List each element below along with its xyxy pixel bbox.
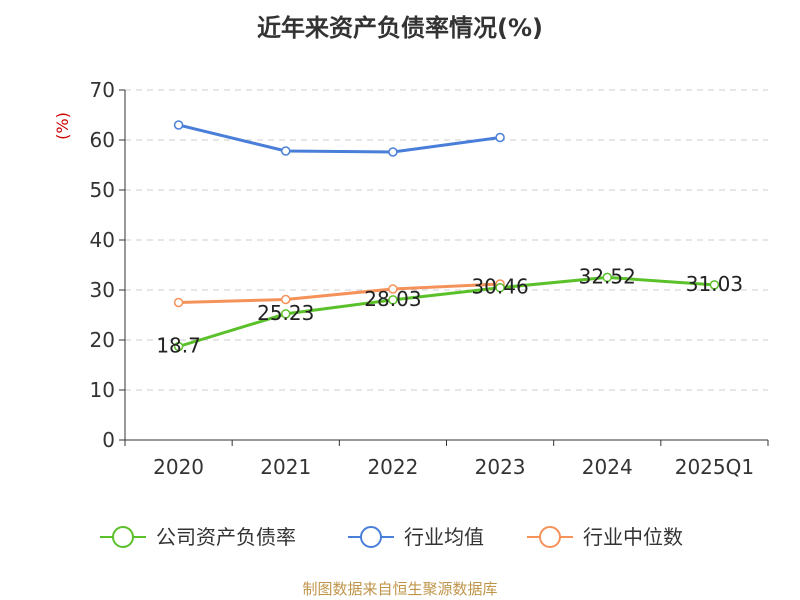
x-tick-label: 2022 — [367, 455, 418, 479]
legend-label: 行业均值 — [404, 525, 484, 549]
data-point — [388, 284, 398, 294]
x-tick-label: 2025Q1 — [675, 455, 754, 479]
data-label: 25.23 — [257, 301, 314, 325]
x-tick-label: 2024 — [582, 455, 633, 479]
legend: 公司资产负债率 行业均值 行业中位数 — [100, 525, 683, 549]
y-tick-label: 40 — [90, 228, 115, 252]
legend-item: 公司资产负债率 — [100, 525, 296, 549]
series-line — [178, 282, 501, 304]
data-label: 31.03 — [686, 272, 743, 296]
data-point — [173, 120, 184, 130]
data-point — [281, 309, 291, 319]
series-0 — [173, 272, 720, 352]
data-point — [495, 282, 505, 293]
data-point — [173, 341, 184, 352]
y-tick-label: 0 — [102, 428, 115, 452]
legend-item: 行业均值 — [348, 525, 484, 549]
y-tick-label: 70 — [90, 78, 115, 102]
y-tick-label: 20 — [90, 328, 115, 352]
y-tick-label: 50 — [90, 178, 115, 202]
grid-lines — [125, 89, 768, 391]
data-label: 28.03 — [364, 287, 421, 311]
chart-title: 近年来资产负债率情况(%) — [257, 14, 543, 42]
legend-marker — [360, 526, 382, 548]
legend-label: 公司资产负债率 — [156, 525, 296, 549]
data-point — [709, 280, 720, 290]
data-point — [388, 295, 398, 305]
data-labels: 18.7 25.23 28.03 30.46 32.52 31.03 — [156, 264, 743, 357]
legend-marker — [112, 526, 134, 548]
data-label: 30.46 — [471, 275, 528, 299]
y-axis-label: (%) — [53, 112, 72, 140]
y-tick-label: 10 — [90, 378, 115, 402]
series-line — [178, 275, 715, 348]
data-label: 18.7 — [156, 334, 201, 358]
data-point — [281, 146, 291, 156]
data-label: 32.52 — [579, 264, 636, 288]
series-1 — [173, 120, 505, 157]
y-tick-label: 30 — [90, 278, 115, 302]
data-point — [495, 132, 505, 143]
data-point — [602, 272, 612, 283]
legend-marker — [539, 526, 561, 548]
x-tick-label: 2020 — [153, 455, 204, 479]
source-note: 制图数据来自恒生聚源数据库 — [302, 580, 498, 598]
x-tick-label: 2021 — [260, 455, 311, 479]
series-lines — [173, 120, 720, 352]
axes: 0 10 20 30 40 50 60 70 2020 2021 2022 2023 2024 2025Q… — [90, 78, 769, 479]
data-point — [281, 294, 291, 305]
legend-label: 行业中位数 — [583, 525, 683, 549]
x-tick-label: 2023 — [475, 455, 526, 479]
y-tick-label: 60 — [90, 128, 115, 152]
series-line — [178, 123, 501, 154]
data-point — [173, 297, 184, 308]
data-point — [388, 147, 398, 157]
legend-item: 行业中位数 — [527, 525, 683, 549]
